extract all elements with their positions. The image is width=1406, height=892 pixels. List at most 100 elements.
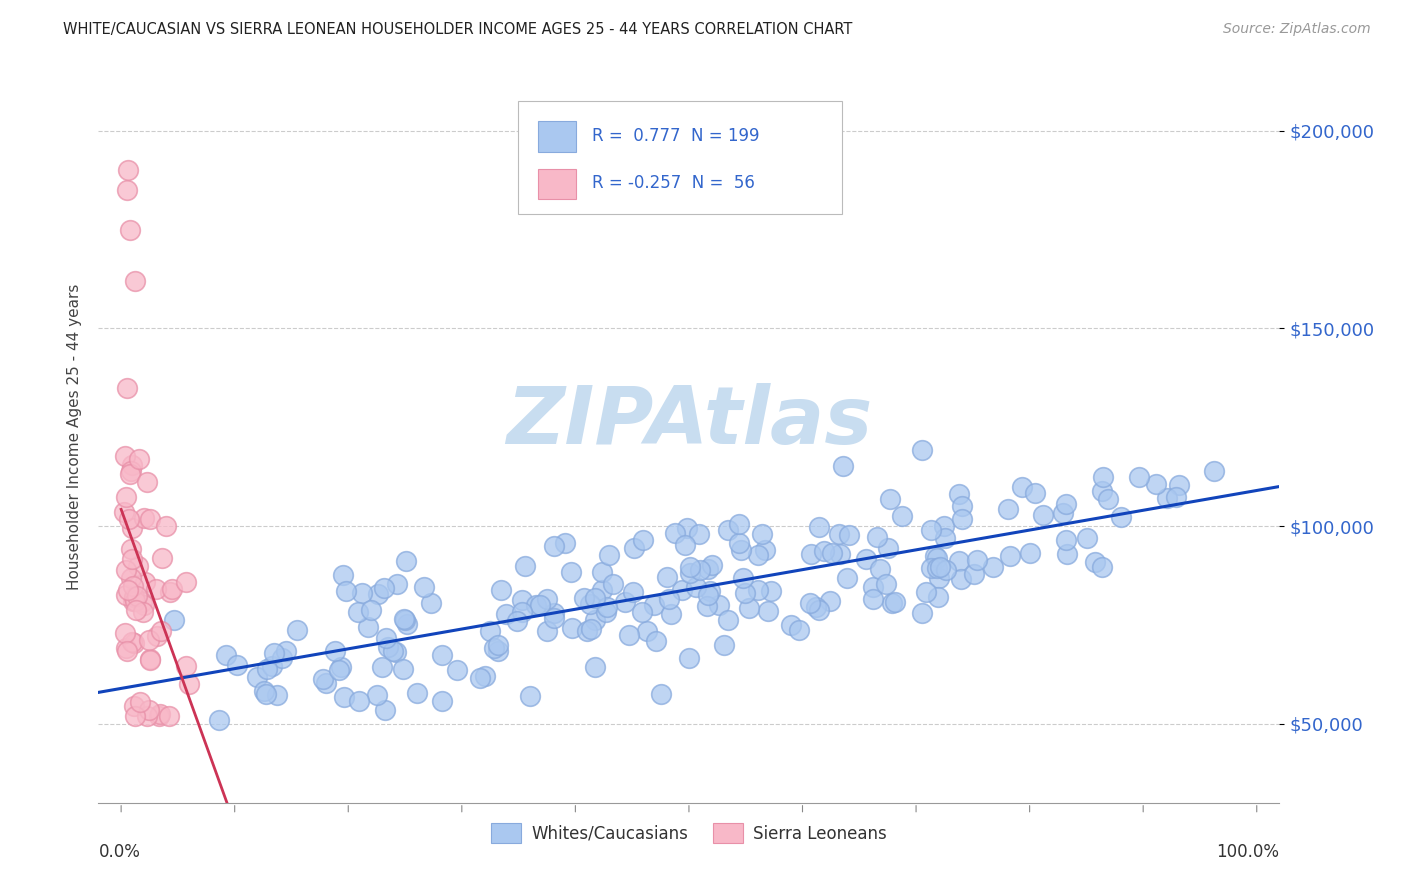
Point (950, 572, 973, 586)
Point (673, 538, 696, 552)
Point (347, 694, 370, 708)
Point (813, 544, 835, 558)
Text: ZIPAtlas: ZIPAtlas (506, 384, 872, 461)
Point (1024, 486, 1046, 500)
Point (121, 634, 143, 648)
Point (754, 543, 776, 558)
Point (689, 563, 711, 577)
Point (513, 559, 536, 574)
Point (506, 614, 529, 628)
Point (699, 584, 721, 599)
Point (495, 607, 517, 621)
Point (685, 580, 707, 594)
Point (738, 600, 761, 615)
Point (875, 577, 897, 591)
Point (583, 591, 606, 605)
Point (1128, 470, 1150, 484)
Point (474, 669, 496, 683)
Point (572, 591, 595, 605)
Point (370, 660, 392, 674)
Point (643, 598, 665, 612)
Point (357, 620, 380, 634)
Point (131, 595, 153, 609)
Point (659, 607, 682, 621)
Point (787, 623, 810, 637)
Point (650, 687, 672, 701)
Point (591, 565, 613, 579)
Point (139, 651, 162, 665)
Point (832, 458, 855, 473)
Point (510, 593, 533, 607)
Point (118, 512, 141, 526)
Point (636, 624, 658, 638)
Point (1091, 483, 1114, 498)
Point (148, 708, 170, 723)
Point (799, 597, 821, 611)
Point (174, 574, 197, 589)
Point (121, 521, 143, 535)
Point (375, 631, 398, 645)
Point (114, 626, 136, 640)
Legend: Whites/Caucasians, Sierra Leoneans: Whites/Caucasians, Sierra Leoneans (485, 817, 893, 849)
Point (366, 688, 388, 702)
FancyBboxPatch shape (517, 101, 842, 214)
Text: Source: ZipAtlas.com: Source: ZipAtlas.com (1223, 22, 1371, 37)
Point (115, 641, 138, 656)
Point (927, 590, 949, 604)
Point (124, 274, 146, 288)
Point (246, 670, 269, 684)
Point (149, 624, 172, 639)
Point (1092, 470, 1115, 484)
Point (385, 644, 408, 658)
Point (911, 606, 934, 620)
Point (911, 442, 934, 457)
Point (135, 708, 157, 723)
Point (115, 183, 138, 197)
Point (122, 636, 145, 650)
Point (256, 662, 278, 676)
Point (124, 708, 146, 723)
Point (561, 621, 583, 635)
Point (138, 703, 160, 717)
Point (884, 595, 907, 609)
Point (350, 585, 373, 599)
Point (395, 617, 418, 632)
Text: WHITE/CAUCASIAN VS SIERRA LEONEAN HOUSEHOLDER INCOME AGES 25 - 44 YEARS CORRELAT: WHITE/CAUCASIAN VS SIERRA LEONEAN HOUSEH… (63, 22, 852, 37)
Point (276, 644, 298, 658)
Point (367, 587, 389, 601)
Point (713, 638, 735, 652)
Point (392, 662, 415, 676)
Point (821, 546, 844, 560)
Point (717, 613, 740, 627)
Point (925, 550, 948, 565)
Point (124, 590, 146, 604)
Point (263, 646, 285, 660)
Text: R = -0.257  N =  56: R = -0.257 N = 56 (592, 174, 755, 193)
Point (1054, 497, 1077, 511)
Point (114, 588, 136, 602)
Point (395, 554, 418, 568)
Point (855, 552, 877, 566)
Point (177, 676, 200, 690)
Point (633, 533, 655, 547)
Point (346, 605, 368, 619)
Point (877, 541, 900, 556)
Point (323, 644, 346, 658)
Point (948, 487, 970, 501)
Point (432, 648, 454, 663)
FancyBboxPatch shape (537, 169, 575, 200)
Point (159, 585, 181, 599)
Point (373, 581, 395, 595)
Point (1168, 478, 1191, 492)
Point (333, 690, 356, 704)
Point (759, 583, 782, 598)
Point (880, 596, 903, 610)
Point (928, 560, 950, 574)
Point (134, 574, 156, 589)
Point (583, 613, 606, 627)
Point (804, 599, 827, 614)
Point (717, 523, 740, 537)
Point (271, 651, 294, 665)
Point (645, 633, 668, 648)
Point (135, 475, 157, 489)
